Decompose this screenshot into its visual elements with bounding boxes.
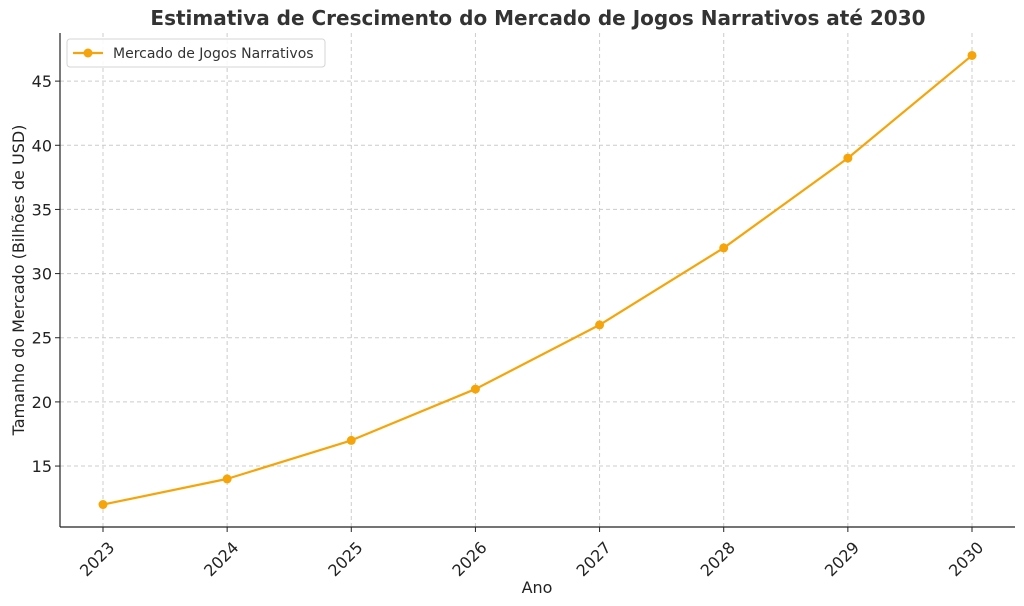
y-tick-label: 25 (32, 329, 52, 348)
x-tick-label: 2023 (76, 538, 118, 580)
x-tick-label: 2029 (821, 538, 863, 580)
y-tick-label: 40 (32, 136, 52, 155)
x-tick-label: 2030 (945, 538, 987, 580)
data-point (470, 384, 480, 394)
x-axis-label: Ano (522, 578, 553, 597)
data-point (346, 435, 356, 445)
x-tick-label: 2025 (324, 538, 366, 580)
data-point (98, 500, 108, 510)
legend: Mercado de Jogos Narrativos (66, 38, 326, 68)
y-tick-label: 35 (32, 200, 52, 219)
y-tick-label: 15 (32, 457, 52, 476)
x-tick-label: 2024 (200, 538, 242, 580)
y-axis-ticks: 15 20 25 30 35 40 45 (32, 72, 60, 476)
series-layer (98, 50, 977, 510)
x-tick-label: 2028 (697, 538, 739, 580)
data-point (967, 50, 977, 60)
chart-title: Estimativa de Crescimento do Mercado de … (150, 6, 925, 30)
data-point (719, 243, 729, 253)
legend-marker (83, 48, 93, 58)
x-axis-ticks: 2023 2024 2025 2026 2027 2028 2029 2030 (76, 527, 987, 580)
axes-spines (59, 33, 1015, 528)
grid (60, 33, 1015, 527)
y-tick-label: 45 (32, 72, 52, 91)
data-point (595, 320, 605, 330)
y-tick-label: 20 (32, 393, 52, 412)
x-tick-label: 2027 (573, 538, 615, 580)
y-tick-label: 30 (32, 265, 52, 284)
legend-box (66, 38, 326, 68)
legend-label: Mercado de Jogos Narrativos (113, 46, 314, 62)
series-line (102, 54, 973, 506)
y-axis-label: Tamanho do Mercado (Bilhões de USD) (9, 125, 28, 437)
x-tick-label: 2026 (448, 538, 490, 580)
data-point (222, 474, 232, 484)
data-point (843, 153, 853, 163)
